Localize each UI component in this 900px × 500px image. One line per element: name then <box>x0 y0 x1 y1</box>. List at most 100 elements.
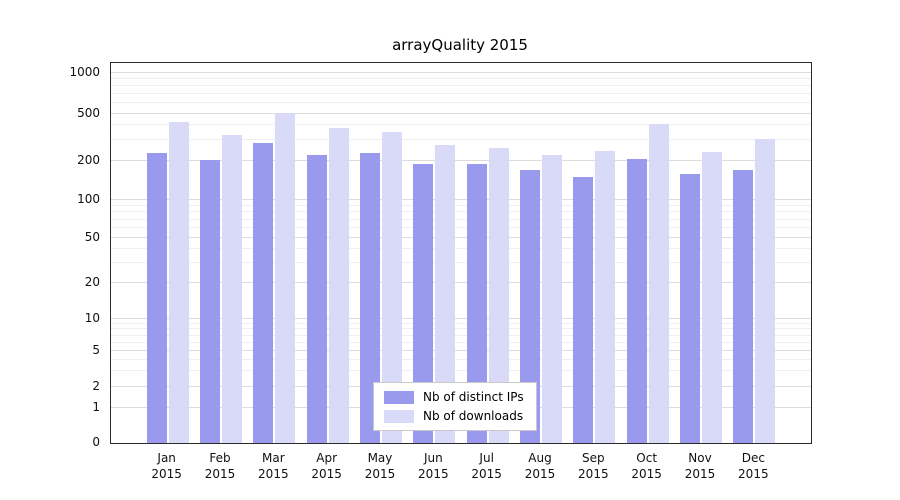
bar-downloads <box>542 154 562 443</box>
legend-swatch-downloads <box>384 409 414 423</box>
y-tick-label: 100 <box>77 192 100 207</box>
x-tick-label-year: 2015 <box>204 467 236 481</box>
gridline-minor <box>111 341 811 343</box>
gridline-major <box>111 160 811 162</box>
x-tick-label-month: Jul <box>479 451 494 465</box>
x-tick-label: Nov 2015 <box>673 450 726 482</box>
y-tick-label: 1 <box>92 400 100 415</box>
gridline-major <box>111 350 811 352</box>
x-tick-label-month: Aug <box>528 451 552 465</box>
bar-downloads <box>275 112 296 443</box>
legend-item-distinct-ips: Nb of distinct IPs <box>384 390 524 404</box>
bar-downloads <box>435 144 456 443</box>
x-tick-label-month: Dec <box>741 451 765 465</box>
bar-downloads <box>328 128 349 443</box>
y-tick-label: 0 <box>92 435 100 449</box>
bar-downloads <box>488 147 509 443</box>
x-tick-label-year: 2015 <box>258 467 289 481</box>
x-tick-label-year: 2015 <box>151 467 182 481</box>
bar-downloads <box>595 150 616 443</box>
y-tick-label: 1000 <box>69 64 100 79</box>
x-tick-label-month: Mar <box>262 451 285 465</box>
y-tick-label: 50 <box>84 230 100 245</box>
chart-title: arrayQuality 2015 <box>392 36 528 54</box>
x-tick-label: Jan 2015 <box>140 450 193 482</box>
x-tick-label: Feb 2015 <box>193 450 246 482</box>
bar-downloads <box>648 124 669 443</box>
gridline-minor <box>111 248 811 250</box>
gridline-minor <box>111 139 811 141</box>
gridline-minor <box>111 204 811 206</box>
bar-distinct-ips <box>733 170 754 443</box>
gridline-major <box>111 112 811 114</box>
gridline-major <box>111 199 811 201</box>
bar-distinct-ips <box>680 173 700 443</box>
x-tick-label: Jun 2015 <box>407 450 460 482</box>
gridline-major <box>111 237 811 239</box>
gridline-minor <box>111 262 811 264</box>
gridline-minor <box>111 358 811 360</box>
bar-downloads <box>168 122 189 443</box>
x-tick-label-year: 2015 <box>311 467 342 481</box>
bar-downloads <box>222 134 242 443</box>
bar-distinct-ips <box>573 177 594 443</box>
gridline-minor <box>111 93 811 94</box>
x-tick-label: Dec 2015 <box>727 450 780 482</box>
bar-distinct-ips <box>200 159 220 443</box>
gridline-minor <box>111 78 811 80</box>
x-tick-label-month: Jun <box>423 451 443 465</box>
x-tick-label-month: Sep <box>582 451 605 465</box>
x-tick-label-year: 2015 <box>684 467 716 481</box>
y-tick-label: 20 <box>84 275 100 290</box>
gridline-minor <box>111 102 811 104</box>
x-tick-label-month: Jan <box>157 451 176 465</box>
gridline-minor <box>111 211 811 213</box>
x-tick-label: Aug 2015 <box>513 450 566 482</box>
bar-downloads <box>755 138 776 443</box>
bar-distinct-ips <box>520 170 540 443</box>
bar-distinct-ips <box>146 152 167 443</box>
bar-distinct-ips <box>626 158 647 443</box>
bar-distinct-ips <box>253 142 274 443</box>
gridline-minor <box>111 124 811 126</box>
x-tick-label-year: 2015 <box>578 467 609 481</box>
bar-distinct-ips <box>360 152 380 443</box>
legend: Nb of distinct IPs Nb of downloads <box>373 382 537 431</box>
bar-distinct-ips <box>413 163 434 443</box>
bar-distinct-ips <box>306 154 327 443</box>
gridline-minor <box>111 85 811 87</box>
x-tick-label-year: 2015 <box>631 467 662 481</box>
bar-distinct-ips <box>466 163 487 443</box>
y-tick-label: 10 <box>84 311 100 326</box>
gridline-minor <box>111 328 811 330</box>
plot-area: Nb of distinct IPs Nb of downloads <box>110 62 812 444</box>
legend-item-downloads: Nb of downloads <box>384 409 524 423</box>
gridline-major <box>111 71 811 73</box>
legend-label-distinct-ips: Nb of distinct IPs <box>423 390 524 404</box>
x-tick-label: Mar 2015 <box>247 450 300 482</box>
gridline-minor <box>111 322 811 324</box>
x-tick-label-month: Feb <box>209 451 231 465</box>
x-tick-label-year: 2015 <box>471 467 502 481</box>
x-tick-label: Sep 2015 <box>567 450 620 482</box>
x-tick-label-month: Nov <box>688 451 712 465</box>
legend-label-downloads: Nb of downloads <box>423 409 524 423</box>
x-tick-label: May 2015 <box>353 450 406 482</box>
legend-swatch-distinct-ips <box>384 390 414 404</box>
gridline-minor <box>111 370 811 372</box>
x-tick-label-month: Oct <box>636 451 658 465</box>
y-tick-label: 2 <box>92 379 100 394</box>
x-tick-label-month: Apr <box>316 451 338 465</box>
y-tick-label: 200 <box>77 153 100 168</box>
x-tick-label: Apr 2015 <box>300 450 353 482</box>
gridline-minor <box>111 218 811 220</box>
gridline-minor <box>111 227 811 229</box>
gridline-major <box>111 318 811 320</box>
bar-downloads <box>382 132 402 443</box>
bar-downloads <box>702 151 722 443</box>
x-tick-label-year: 2015 <box>524 467 556 481</box>
x-tick-label: Jul 2015 <box>460 450 513 482</box>
gridline-major <box>111 282 811 284</box>
x-tick-label-month: May <box>367 451 393 465</box>
